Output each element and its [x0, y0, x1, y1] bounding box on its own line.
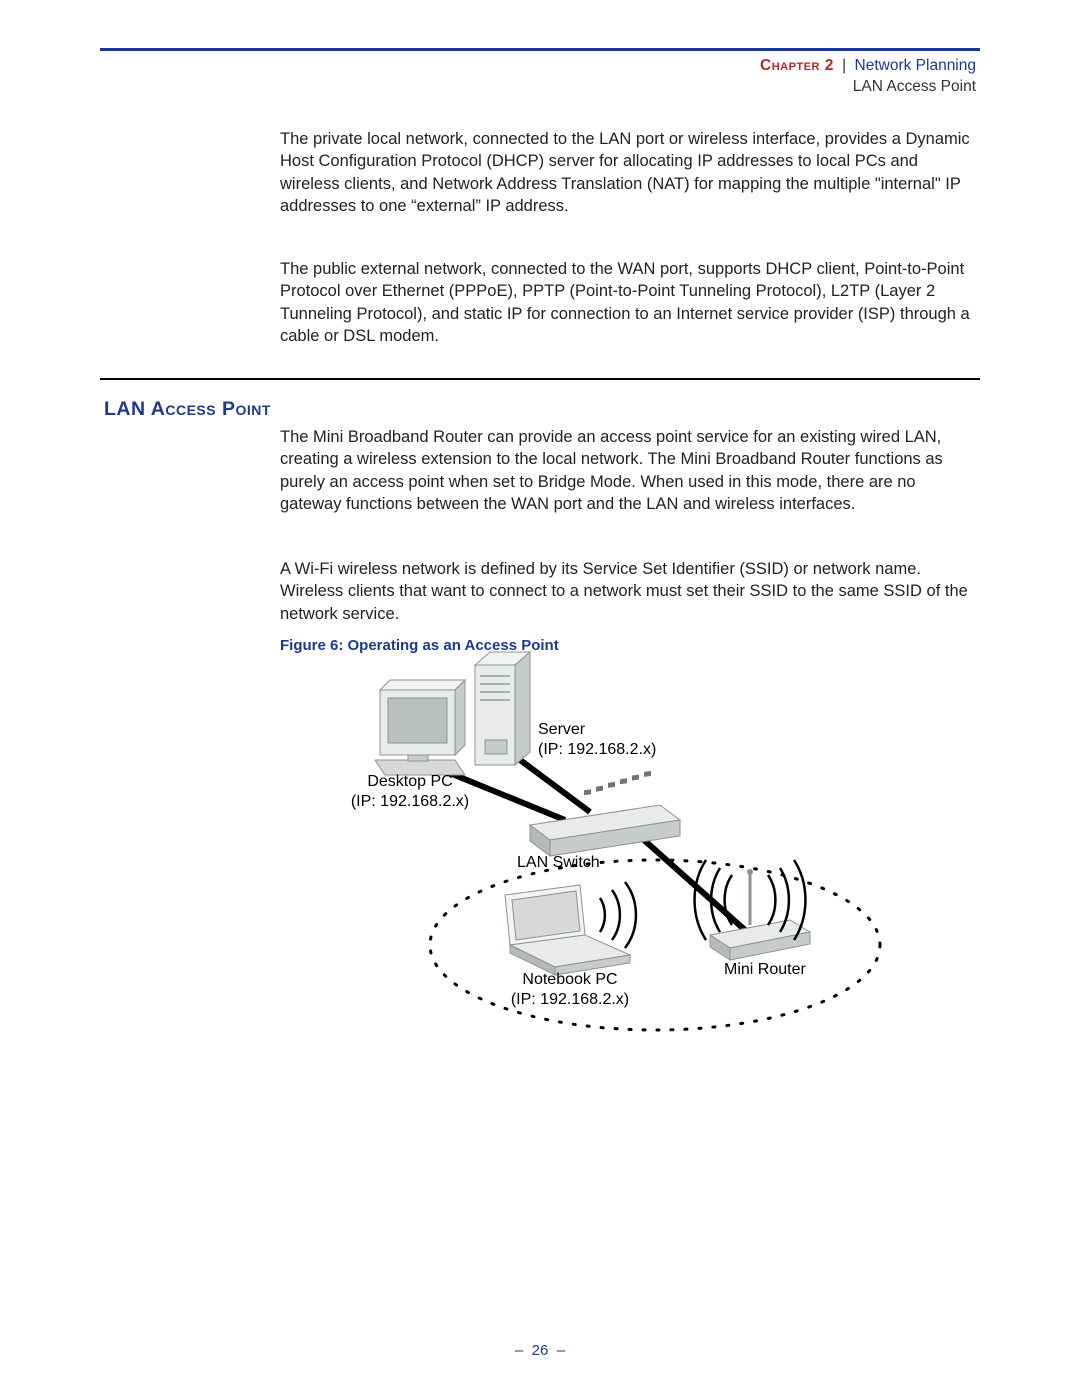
network-diagram: Desktop PC (IP: 192.168.2.x) Server (IP:…: [280, 640, 980, 1060]
footer-page-number: 26: [532, 1342, 549, 1359]
section-rule: [100, 378, 980, 380]
server-label: Server (IP: 192.168.2.x): [538, 720, 656, 760]
desktop-pc-name: Desktop PC: [340, 772, 480, 792]
footer-dash-right: –: [557, 1342, 565, 1359]
paragraph-2: The public external network, connected t…: [280, 258, 980, 347]
desktop-pc-label: Desktop PC (IP: 192.168.2.x): [340, 772, 480, 812]
header-section: Network Planning: [855, 57, 976, 74]
paragraph-1: The private local network, connected to …: [280, 128, 980, 217]
section-heading: LAN Access Point: [104, 398, 271, 421]
chapter-label: Chapter 2: [760, 57, 834, 74]
notebook-name: Notebook PC: [495, 970, 645, 990]
mini-router-label: Mini Router: [724, 960, 806, 980]
paragraph-4: A Wi-Fi wireless network is defined by i…: [280, 558, 980, 625]
server-ip: (IP: 192.168.2.x): [538, 740, 656, 760]
paragraph-3: The Mini Broadband Router can provide an…: [280, 426, 980, 515]
header-rule: [100, 48, 980, 51]
server-name: Server: [538, 720, 656, 740]
page-header: Chapter 2 | Network Planning LAN Access …: [760, 56, 976, 98]
desktop-pc-ip: (IP: 192.168.2.x): [340, 792, 480, 812]
lan-switch-label: LAN Switch: [517, 853, 600, 873]
notebook-ip: (IP: 192.168.2.x): [495, 990, 645, 1010]
header-separator: |: [842, 57, 846, 74]
footer-dash-left: –: [515, 1342, 523, 1359]
page-footer: – 26 –: [0, 1342, 1080, 1359]
notebook-label: Notebook PC (IP: 192.168.2.x): [495, 970, 645, 1010]
header-subsection: LAN Access Point: [760, 77, 976, 98]
